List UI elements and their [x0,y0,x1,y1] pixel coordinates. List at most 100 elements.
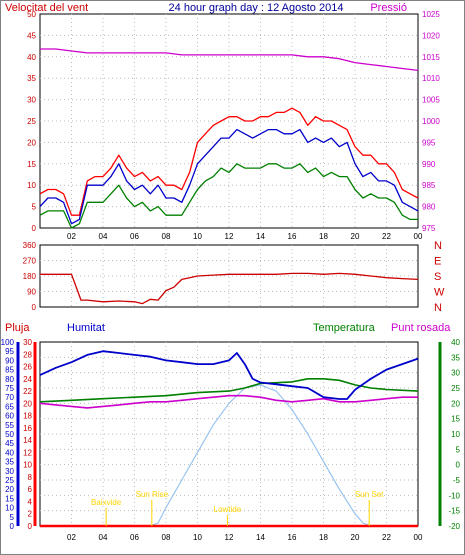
low-tide-marker-label: Baixvide [91,498,122,507]
wind-average-line [39,128,419,225]
wind-speed-tick-label: 45 [27,31,36,40]
pressure-line [40,48,419,72]
rain-tick-label: 26 [23,363,32,372]
climate-x-tick-label: 20 [351,533,360,542]
direction-tick-label: 90 [27,288,36,297]
humidity-tick-label: 95 [5,347,14,356]
temperature-tick-label: 40 [451,338,460,347]
wind-speed-tick-label: 20 [27,138,36,147]
pressure-tick-label: 1020 [422,31,440,40]
climate-x-tick-label: 00 [414,533,423,542]
solar-radiation-line [40,384,418,527]
pressure-tick-label: 985 [422,181,436,190]
climate-x-tick-label: 14 [256,533,265,542]
humidity-tick-label: 65 [5,402,14,411]
pressure-tick-label: 990 [422,160,436,169]
direction-tick-label: 270 [23,257,37,266]
sunrise-marker-label: Sun Rise [136,490,169,499]
humidity-tick-label: 50 [5,430,14,439]
wind-speed-tick-label: 40 [27,53,36,62]
humidity-line [39,350,419,400]
climate-x-tick-label: 12 [225,533,234,542]
rain-tick-label: 28 [23,350,32,359]
humidity-tick-label: 70 [5,393,14,402]
temperature-tick-label: 5 [456,445,461,454]
wind-x-tick-label: 12 [225,232,234,241]
rain-tick-label: 2 [28,510,33,519]
compass-label: N [434,302,442,314]
pressure-title: Pressió [370,2,407,14]
humidity-tick-label: 55 [5,421,14,430]
wind-x-tick-label: 14 [256,232,265,241]
rain-tick-label: 10 [23,461,32,470]
wind-speed-title: Velocitat del vent [5,2,88,14]
humidity-tick-label: 45 [5,439,14,448]
wind-x-tick-label: 20 [351,232,360,241]
rain-tick-label: 14 [23,436,32,445]
climate-x-tick-label: 10 [193,533,202,542]
humidity-tick-label: 15 [5,494,14,503]
direction-tick-label: 180 [23,272,37,281]
humidity-legend: Humitat [67,322,105,334]
wind-speed-tick-label: 30 [27,96,36,105]
wind-x-tick-label: 16 [288,232,297,241]
pressure-tick-label: 1025 [422,10,440,19]
humidity-tick-label: 60 [5,412,14,421]
humidity-tick-label: 90 [5,356,14,365]
dew-point-legend: Punt rosada [391,322,451,334]
climate-x-tick-label: 22 [382,533,391,542]
temperature-tick-label: 20 [451,399,460,408]
rain-tick-label: 12 [23,448,32,457]
temperature-tick-label: 10 [451,430,460,439]
pressure-tick-label: 1000 [422,117,440,126]
pressure-tick-label: 980 [422,203,436,212]
humidity-tick-label: 40 [5,448,14,457]
temperature-tick-label: -20 [448,522,460,531]
direction-tick-label: 0 [32,303,37,312]
humidity-tick-label: 85 [5,366,14,375]
temperature-tick-label: 0 [456,461,461,470]
compass-label: W [434,287,445,299]
sunset-marker-label: Sun Set [355,490,384,499]
wind-x-tick-label: 02 [67,232,76,241]
temperature-tick-label: 15 [451,415,460,424]
wind-speed-tick-label: 25 [27,117,36,126]
temperature-tick-label: 35 [451,353,460,362]
wind-speed-tick-label: 35 [27,74,36,83]
rain-tick-label: 16 [23,424,32,433]
compass-label: N [434,240,442,252]
wind-x-tick-label: 04 [99,232,108,241]
wind-x-tick-label: 18 [319,232,328,241]
climate-x-tick-label: 18 [319,533,328,542]
humidity-tick-label: 5 [10,513,15,522]
climate-x-tick-label: 04 [99,533,108,542]
pressure-tick-label: 1015 [422,53,440,62]
humidity-tick-label: 75 [5,384,14,393]
rain-tick-label: 6 [28,485,33,494]
wind-speed-tick-label: 15 [27,160,36,169]
pressure-tick-label: 1010 [422,74,440,83]
compass-label: S [434,271,441,283]
rain-tick-label: 8 [28,473,33,482]
humidity-tick-label: 80 [5,375,14,384]
temperature-tick-label: 30 [451,369,460,378]
lowtide-marker-label: Lowtide [214,505,242,514]
humidity-tick-label: 20 [5,485,14,494]
direction-tick-label: 360 [23,241,37,250]
temperature-tick-label: -10 [448,491,460,500]
climate-x-tick-label: 02 [67,533,76,542]
temperature-legend: Temperatura [313,322,376,334]
pressure-tick-label: 975 [422,224,436,233]
temperature-tick-label: -5 [453,476,461,485]
temperature-tick-label: 25 [451,384,460,393]
humidity-tick-label: 10 [5,504,14,513]
pressure-tick-label: 1005 [422,96,440,105]
rain-tick-label: 30 [23,338,32,347]
rain-tick-label: 22 [23,387,32,396]
wind-speed-tick-label: 5 [32,203,37,212]
wind-speed-tick-label: 10 [27,181,36,190]
wind-speed-tick-label: 50 [27,10,36,19]
chart-title: 24 hour graph day : 12 Agosto 2014 [169,2,344,14]
rain-tick-label: 4 [28,497,33,506]
